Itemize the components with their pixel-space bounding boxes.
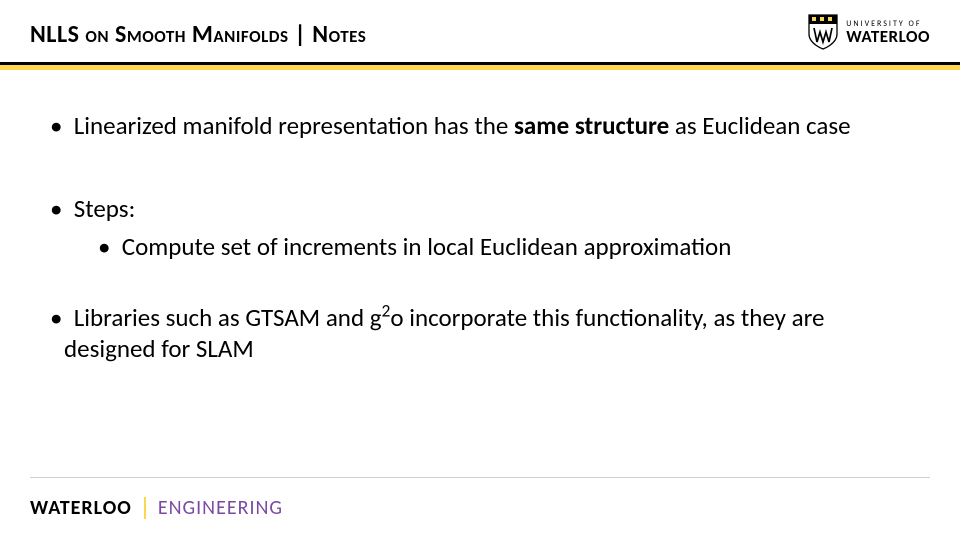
bullet-3-pre: Libraries such as GTSAM and g — [74, 302, 382, 333]
bullet-2-text: Steps: — [74, 193, 136, 224]
spacer — [50, 147, 910, 193]
bullet-1-pre: Linearized manifold representation has t… — [74, 110, 514, 141]
footer: WATERLOO ENGINEERING — [30, 496, 283, 520]
bullet-1-bold: same structure — [514, 110, 669, 141]
footer-waterloo: WATERLOO — [30, 496, 132, 520]
spacer — [50, 262, 910, 302]
slide-title: NLLS on Smooth Manifolds | Notes — [30, 20, 366, 49]
footer-rule — [30, 477, 930, 478]
university-logo-text: UNIVERSITY OF WATERLOO — [846, 20, 930, 45]
header: NLLS on Smooth Manifolds | Notes UNIVERS… — [0, 0, 960, 62]
bullet-2-1: Compute set of increments in local Eucli… — [98, 231, 910, 262]
slide: NLLS on Smooth Manifolds | Notes UNIVERS… — [0, 0, 960, 540]
footer-engineering: ENGINEERING — [158, 496, 283, 520]
bullet-2-1-text: Compute set of increments in local Eucli… — [122, 231, 732, 262]
bullet-1-post: as Euclidean case — [669, 110, 850, 141]
shield-icon — [808, 14, 838, 50]
bullet-1: Linearized manifold representation has t… — [50, 110, 910, 141]
university-logo: UNIVERSITY OF WATERLOO — [808, 14, 930, 50]
header-rule-gold — [0, 65, 960, 70]
bullet-2: Steps: — [50, 193, 910, 224]
logo-name: WATERLOO — [846, 28, 930, 45]
content: Linearized manifold representation has t… — [50, 110, 910, 370]
footer-separator — [144, 497, 146, 519]
bullet-3: Libraries such as GTSAM and g2o incorpor… — [50, 302, 910, 365]
